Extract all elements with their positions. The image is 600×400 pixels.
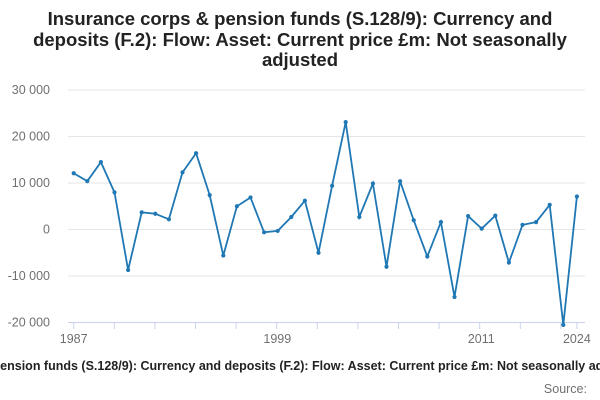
svg-text:20 000: 20 000 (12, 130, 50, 144)
svg-text:2024: 2024 (563, 332, 591, 346)
svg-text:2011: 2011 (468, 332, 495, 346)
svg-text:10 000: 10 000 (12, 176, 50, 190)
svg-text:1999: 1999 (263, 332, 291, 346)
svg-text:-10 000: -10 000 (8, 269, 50, 283)
svg-text:0: 0 (43, 223, 50, 237)
svg-text:1987: 1987 (60, 332, 88, 346)
svg-text:-20 000: -20 000 (8, 316, 50, 330)
svg-text:30 000: 30 000 (12, 83, 50, 97)
